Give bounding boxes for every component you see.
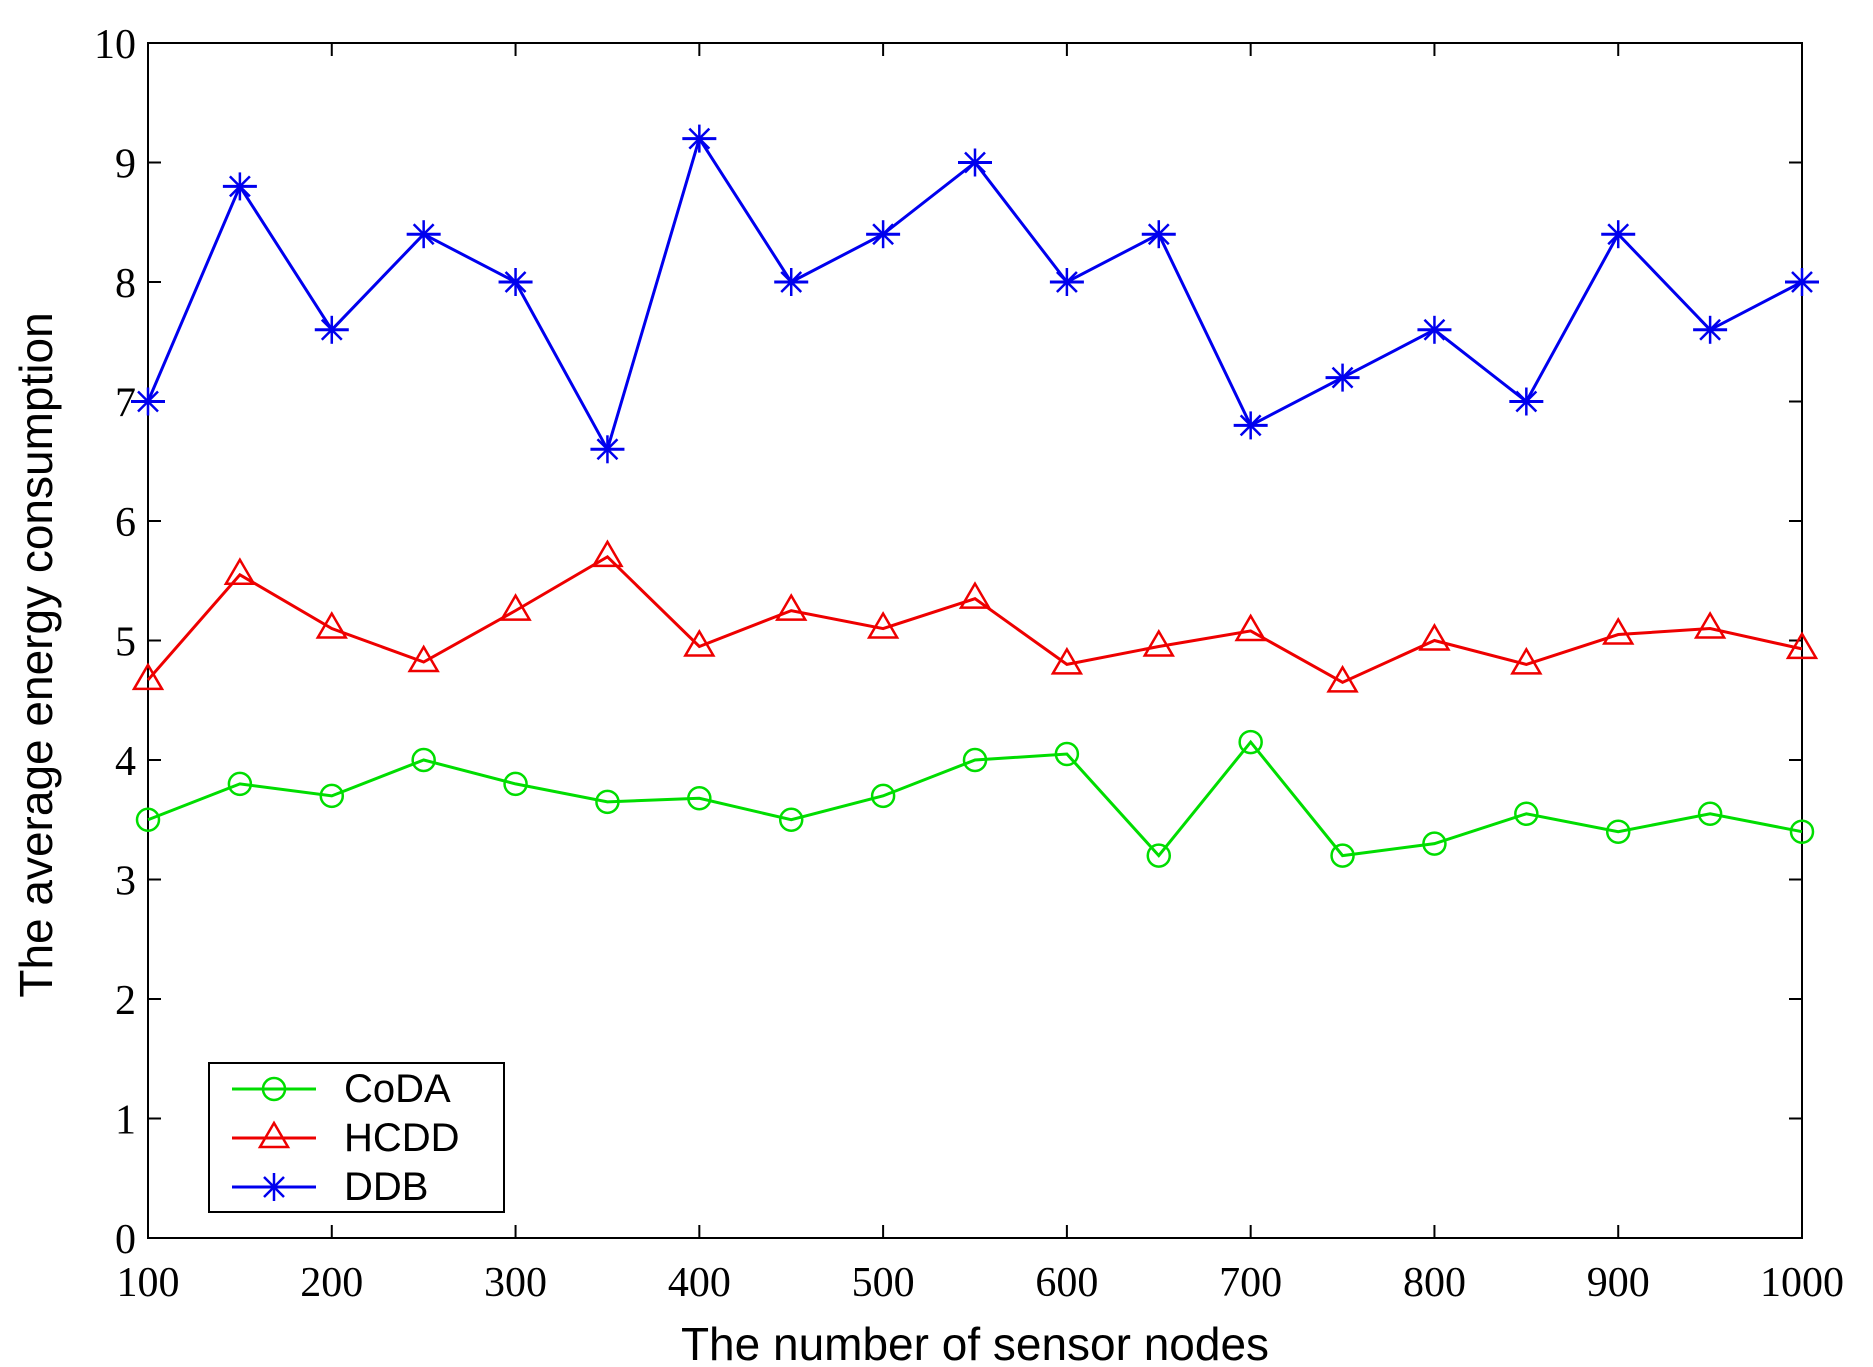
x-axis: 100 200 300 400 500 600 700 800 900 1000 (117, 43, 1844, 1306)
x-axis-label: The number of sensor nodes (681, 1318, 1269, 1367)
plot-frame (147, 42, 1803, 1239)
x-tick-label: 500 (852, 1260, 915, 1306)
legend-label-coda: CoDA (344, 1066, 451, 1111)
y-tick-label: 5 (115, 620, 136, 666)
x-tick-label: 700 (1219, 1260, 1282, 1306)
y-axis: 0 1 2 3 4 5 6 7 8 9 10 (94, 22, 1802, 1263)
x-tick-label: 300 (484, 1260, 547, 1306)
legend-item-coda: CoDA (230, 1066, 503, 1112)
y-axis-label: The average energy consumption (10, 312, 62, 997)
hcdd-line-marker-icon (232, 1120, 316, 1148)
legend-label-hcdd: HCDD (344, 1115, 460, 1160)
legend-item-hcdd: HCDD (230, 1115, 503, 1161)
series-hcdd (131, 539, 1819, 693)
y-tick-label: 7 (115, 381, 136, 427)
legend: CoDA HCDD DDB (208, 1062, 505, 1213)
y-tick-label: 4 (115, 739, 136, 785)
x-tick-label: 400 (668, 1260, 731, 1306)
coda-line-marker-icon (232, 1076, 316, 1101)
x-tick-label: 200 (300, 1260, 363, 1306)
y-tick-label: 6 (115, 500, 136, 546)
y-tick-label: 8 (115, 261, 136, 307)
y-tick-label: 10 (94, 22, 136, 68)
x-tick-label: 1000 (1760, 1260, 1844, 1306)
x-tick-label: 900 (1587, 1260, 1650, 1306)
ddb-line-marker-icon (232, 1172, 316, 1201)
series-coda (135, 729, 1815, 868)
series-ddb (131, 124, 1819, 464)
x-tick-label: 100 (117, 1260, 180, 1306)
y-tick-label: 1 (115, 1098, 136, 1144)
y-tick-label: 3 (115, 859, 136, 905)
y-tick-label: 2 (115, 978, 136, 1024)
legend-label-ddb: DDB (344, 1164, 429, 1209)
legend-item-ddb: DDB (230, 1164, 503, 1210)
y-tick-label: 9 (115, 142, 136, 188)
y-tick-label: 0 (115, 1217, 136, 1263)
x-tick-label: 800 (1403, 1260, 1466, 1306)
x-tick-label: 600 (1035, 1260, 1098, 1306)
